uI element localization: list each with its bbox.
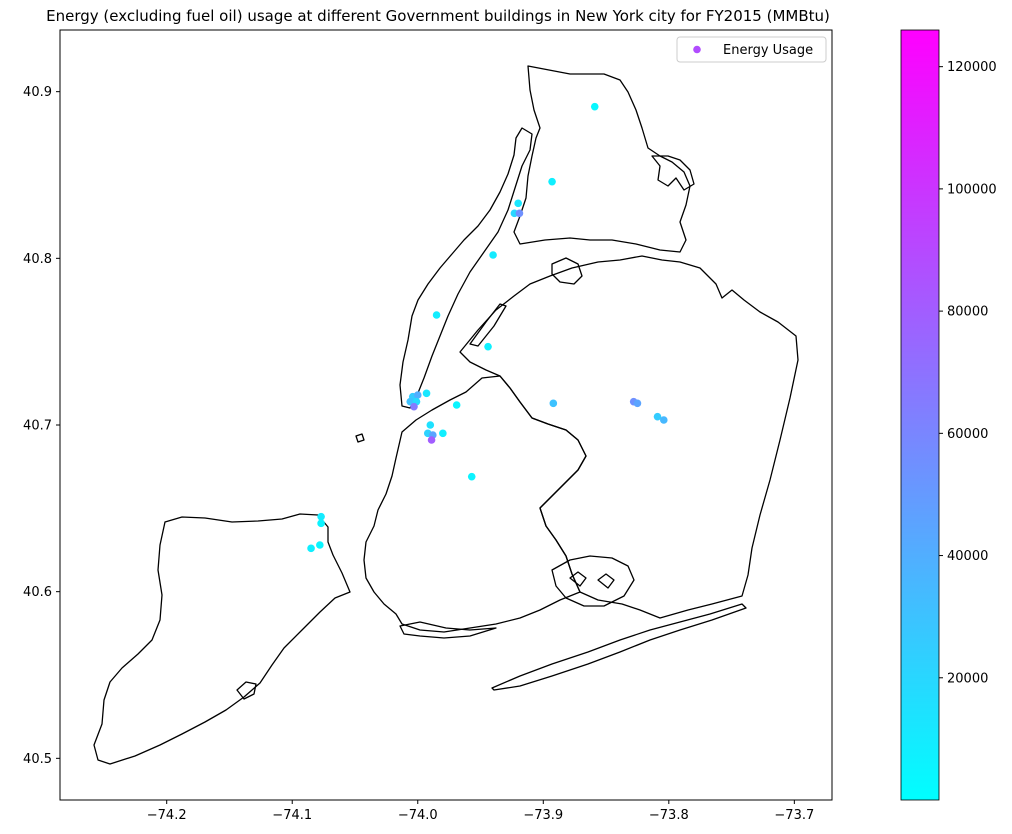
rikers-island <box>551 257 583 285</box>
rockaway-peninsula <box>491 603 747 691</box>
scatter-point <box>653 412 662 421</box>
scatter-point <box>439 429 447 438</box>
x-tick-label: −74.2 <box>147 808 187 823</box>
scatter-point <box>590 102 599 111</box>
y-tick-label: 40.6 <box>23 585 52 600</box>
roosevelt-island <box>469 303 507 347</box>
bronx-islands <box>651 155 695 191</box>
scatter-point <box>489 251 497 259</box>
x-tick-label: −74.1 <box>272 808 312 823</box>
scatter-point <box>307 544 315 553</box>
scatter-point <box>426 421 435 429</box>
x-axis: −74.2 −74.1 −74.0 −73.9 −73.8 −73.7 <box>147 800 814 823</box>
colorbar-tick-label: 40000 <box>947 549 988 564</box>
colorbar-tick-label: 100000 <box>947 182 997 197</box>
scatter-point <box>432 311 441 319</box>
plot-area <box>59 29 833 801</box>
y-tick-label: 40.8 <box>23 252 52 267</box>
manhattan-outline <box>399 127 533 409</box>
y-tick-label: 40.5 <box>23 752 52 767</box>
colorbar-tick-label: 60000 <box>947 427 988 442</box>
colorbar-tick-label: 120000 <box>947 60 997 75</box>
nyc-borough-boundaries <box>93 65 799 765</box>
colorbar-tick-label: 80000 <box>947 305 988 320</box>
x-tick-label: −73.7 <box>774 808 814 823</box>
x-tick-label: −73.8 <box>649 808 689 823</box>
scatter-point <box>549 399 558 408</box>
y-tick-label: 40.7 <box>23 419 52 434</box>
scatter-point <box>484 342 492 351</box>
bronx-outline <box>513 65 691 253</box>
colorbar-bar <box>900 29 940 801</box>
scatter-point <box>317 519 325 528</box>
legend-box <box>676 36 827 63</box>
scatter-point <box>316 541 324 549</box>
scatter-point <box>514 199 522 208</box>
chart-title: Energy (excluding fuel oil) usage at dif… <box>46 7 830 25</box>
colorbar-tick-label: 20000 <box>947 671 988 686</box>
legend-label: Energy Usage <box>723 43 813 58</box>
scatter-point <box>515 209 524 218</box>
scatter-point <box>317 512 325 521</box>
y-axis: 40.5 40.6 40.7 40.8 40.9 <box>23 85 60 767</box>
scatter-point <box>633 399 642 408</box>
staten-island-wetland <box>236 681 257 700</box>
colorbar: 20000 40000 60000 80000 100000 120000 <box>900 29 997 801</box>
governors-island <box>355 433 365 443</box>
scatter-point <box>422 389 431 398</box>
legend: Energy Usage <box>676 36 827 63</box>
staten-island-outline <box>93 513 351 765</box>
scatter-point <box>659 416 668 424</box>
coney-island <box>399 621 497 639</box>
scatter-point <box>427 436 436 444</box>
scatter-point <box>413 391 422 399</box>
brooklyn-outline <box>363 375 587 633</box>
scatter-series <box>307 102 668 553</box>
scatter-point <box>548 177 556 186</box>
y-tick-label: 40.9 <box>23 85 52 100</box>
jamaica-bay-islands <box>551 555 635 607</box>
x-tick-label: −74.0 <box>398 808 438 823</box>
scatter-point <box>410 402 418 411</box>
x-tick-label: −73.9 <box>523 808 563 823</box>
legend-marker <box>693 45 701 54</box>
colorbar-ticks: 20000 40000 60000 80000 100000 120000 <box>939 60 997 686</box>
scatter-point <box>467 472 476 481</box>
scatter-point <box>452 401 461 409</box>
